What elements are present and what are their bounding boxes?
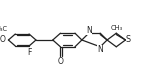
Text: CH₃: CH₃ [110, 25, 122, 31]
Text: F: F [27, 48, 31, 57]
Text: N: N [97, 45, 103, 54]
Text: O: O [0, 36, 6, 44]
Text: S: S [126, 36, 131, 44]
Text: H₃C: H₃C [0, 26, 8, 32]
Text: N: N [86, 26, 92, 35]
Text: O: O [58, 58, 63, 66]
